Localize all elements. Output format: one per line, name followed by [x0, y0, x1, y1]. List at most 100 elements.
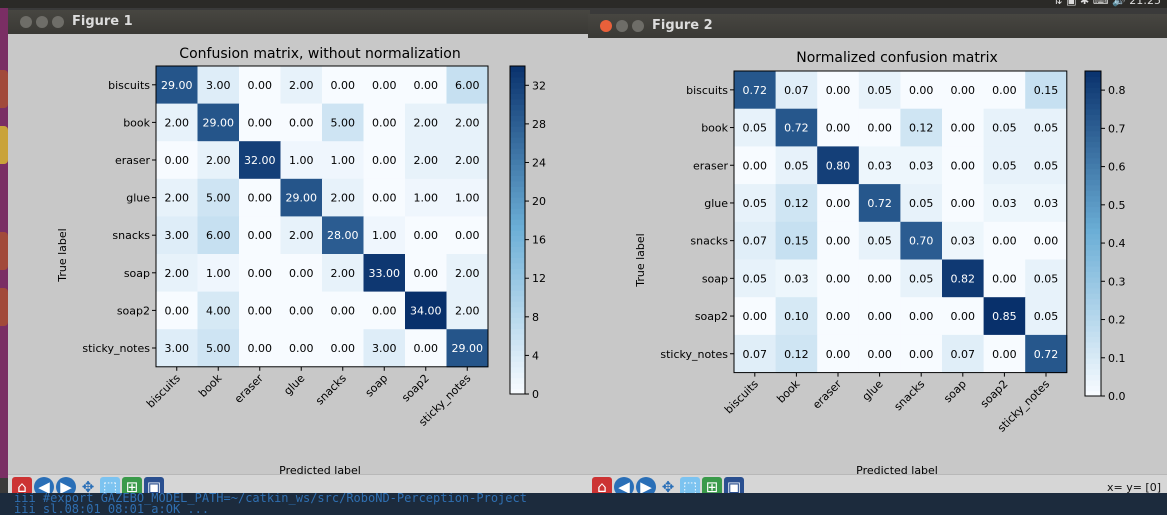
heatmap-cell: [858, 259, 901, 298]
colorbar-segment: [510, 180, 525, 187]
minimize-button[interactable]: [616, 20, 628, 32]
launcher-app-icon[interactable]: [0, 288, 8, 326]
colorbar-segment: [1085, 168, 1101, 175]
colorbar-segment: [510, 372, 525, 379]
window-titlebar[interactable]: Figure 1: [8, 10, 590, 34]
cell-value-label: 0.05: [909, 272, 934, 285]
colorbar-segment: [1085, 233, 1101, 240]
x-tick-label: book: [196, 371, 225, 400]
cell-value-label: 2.00: [206, 154, 231, 167]
save-icon[interactable]: ▣: [144, 477, 164, 496]
heatmap-cell: [775, 334, 818, 374]
heatmap-cell: [156, 254, 198, 293]
close-button[interactable]: [20, 16, 32, 28]
configure-subplots-icon[interactable]: ⊞: [702, 477, 722, 496]
cell-value-label: 0.05: [743, 272, 768, 285]
heatmap-cell: [942, 334, 985, 374]
cell-value-label: 0.00: [992, 84, 1017, 97]
heatmap-cell: [363, 329, 406, 368]
pan-icon[interactable]: ✥: [81, 478, 95, 496]
forward-icon[interactable]: ▶: [56, 477, 76, 496]
back-icon[interactable]: ◀: [614, 477, 634, 496]
heatmap-cell: [405, 329, 447, 368]
minimize-button[interactable]: [36, 16, 48, 28]
colorbar-tick-label: 0.0: [1108, 390, 1126, 403]
zoom-icon[interactable]: ⬚: [100, 477, 120, 496]
colorbar-segment: [510, 257, 525, 264]
colorbar-segment: [1085, 98, 1101, 105]
home-icon[interactable]: ⌂: [12, 477, 32, 496]
cell-value-label: 0.72: [743, 84, 768, 97]
colorbar-segment: [510, 268, 525, 275]
cell-value-label: 0.00: [743, 159, 768, 172]
heatmap-cell: [817, 146, 860, 185]
colorbar-segment: [1085, 358, 1101, 365]
back-icon[interactable]: ◀: [34, 477, 54, 496]
colorbar-segment: [1085, 136, 1101, 143]
colorbar-segment: [510, 350, 525, 357]
cell-value-label: 0.00: [909, 84, 934, 97]
colorbar-segment: [1085, 222, 1101, 229]
home-icon[interactable]: ⌂: [592, 477, 612, 496]
heatmap-cell: [280, 66, 323, 105]
cell-value-label: 2.00: [165, 267, 190, 280]
colorbar-segment: [510, 191, 525, 198]
zoom-icon[interactable]: ⬚: [680, 477, 700, 496]
confusion-matrix-chart: Confusion matrix, without normalization …: [56, 46, 546, 474]
colorbar-segment: [1085, 201, 1101, 208]
heatmap-cell: [983, 221, 1026, 260]
pan-icon[interactable]: ✥: [661, 478, 675, 496]
cell-value-label: 2.00: [331, 267, 356, 280]
colorbar-segment: [1085, 238, 1101, 245]
save-icon[interactable]: ▣: [724, 477, 744, 496]
close-button[interactable]: [600, 20, 612, 32]
cell-value-label: 0.03: [1034, 197, 1059, 210]
heatmap-cell: [446, 66, 489, 105]
heatmap-cell: [280, 178, 323, 217]
colorbar-tick-label: 28: [532, 118, 546, 131]
x-tick-label: soap: [363, 372, 391, 400]
cell-value-label: 0.00: [248, 304, 273, 317]
colorbar-segment: [510, 76, 525, 83]
heatmap-cell: [405, 178, 447, 217]
colorbar-segment: [1085, 331, 1101, 338]
heatmap-cell: [734, 259, 777, 298]
y-tick-label: soap: [124, 267, 150, 280]
y-tick-label: biscuits: [108, 79, 150, 92]
heatmap-cell: [363, 216, 406, 255]
colorbar-segment: [1085, 390, 1101, 397]
cell-value-label: 0.00: [248, 267, 273, 280]
launcher-app-icon[interactable]: [0, 232, 8, 270]
heatmap-cell: [942, 221, 985, 260]
colorbar-segment: [1085, 260, 1101, 267]
heatmap-cell: [405, 141, 447, 180]
colorbar-segment: [510, 87, 525, 94]
figure-1-window: Figure 1 Confusion matrix, without norma…: [8, 10, 590, 496]
heatmap-cell: [817, 108, 860, 147]
cell-value-label: 0.00: [867, 310, 892, 323]
configure-subplots-icon[interactable]: ⊞: [122, 477, 142, 496]
heatmap-cell: [1025, 221, 1068, 260]
launcher-app-icon[interactable]: [0, 126, 8, 164]
y-tick-label: sticky_notes: [660, 348, 728, 361]
maximize-button[interactable]: [632, 20, 644, 32]
forward-icon[interactable]: ▶: [636, 477, 656, 496]
y-axis-label: True label: [56, 228, 69, 282]
colorbar-segment: [510, 301, 525, 308]
cell-value-label: 0.03: [951, 235, 976, 248]
cell-value-label: 3.00: [165, 342, 190, 355]
heatmap-cell: [156, 141, 198, 180]
cell-value-label: 0.00: [909, 348, 934, 361]
launcher-app-icon[interactable]: [0, 70, 8, 108]
window-titlebar[interactable]: Figure 2: [588, 14, 1167, 38]
y-tick-label: snacks: [690, 235, 728, 248]
cell-value-label: 2.00: [165, 116, 190, 129]
system-tray[interactable]: ⇅ ▣ ✱ ⌨ 🔊 21:25: [1053, 0, 1161, 7]
colorbar-segment: [1085, 374, 1101, 381]
heatmap-cell: [156, 329, 198, 368]
heatmap-cell: [197, 254, 240, 293]
cell-value-label: 0.05: [909, 197, 934, 210]
cell-value-label: 0.00: [372, 116, 397, 129]
heatmap-cell: [983, 71, 1026, 110]
maximize-button[interactable]: [52, 16, 64, 28]
